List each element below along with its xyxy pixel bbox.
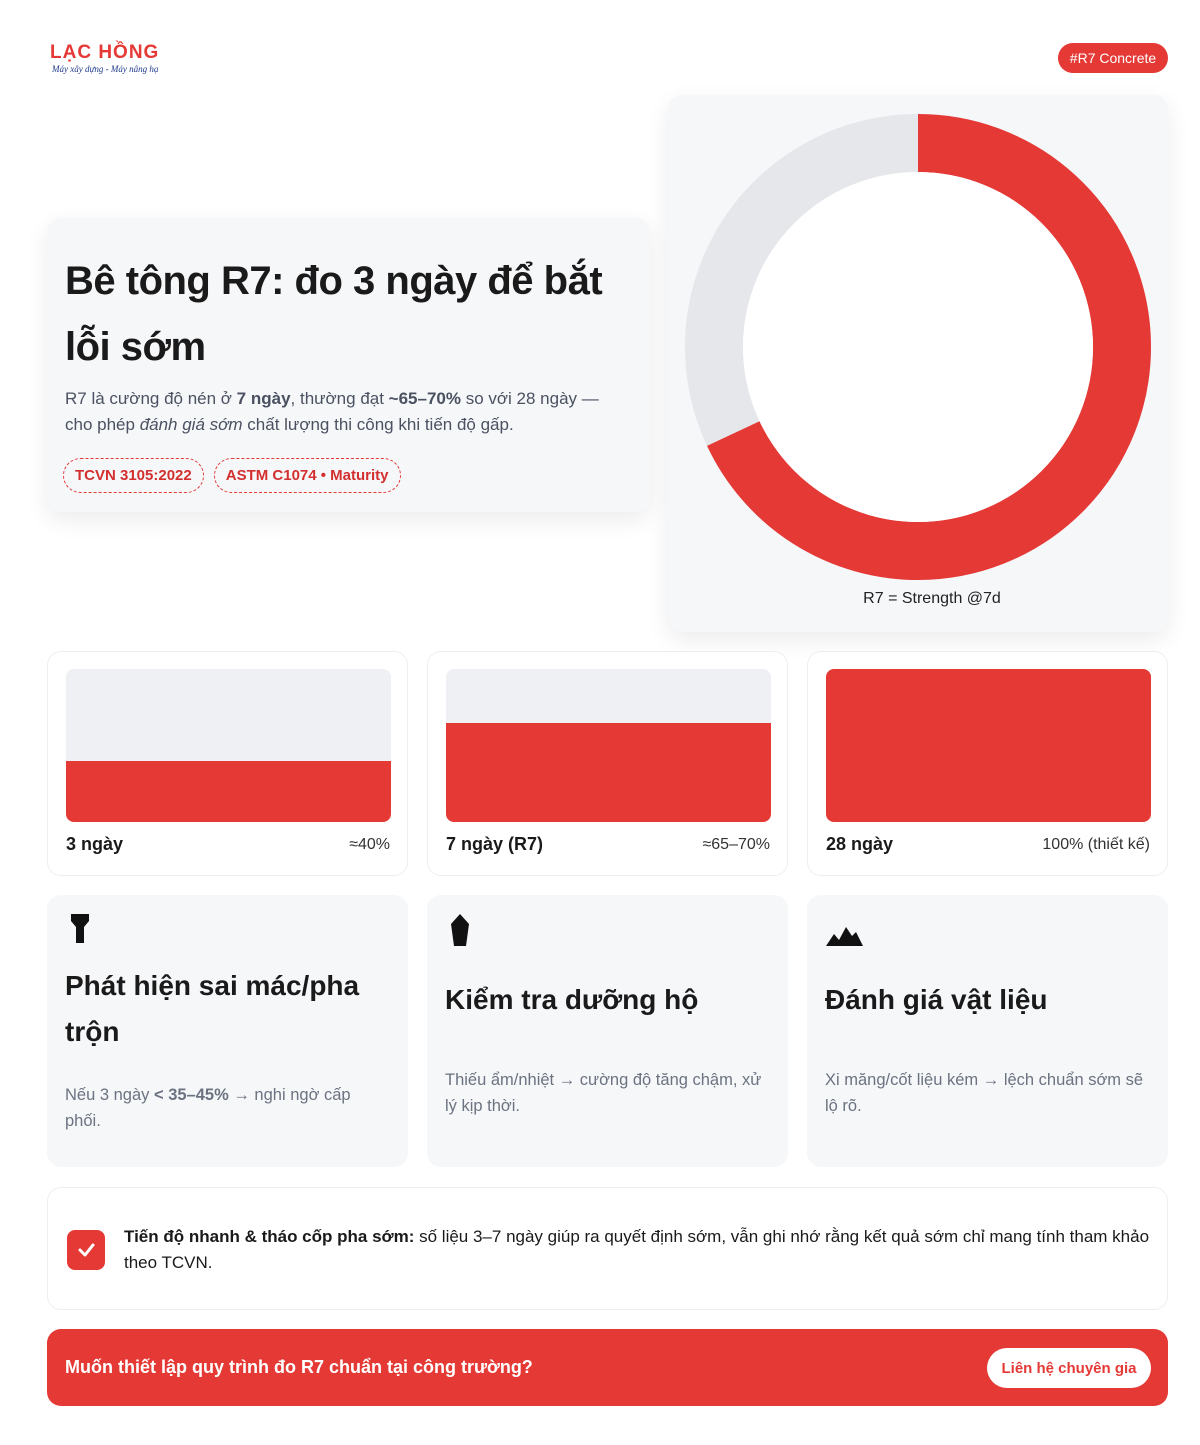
text: R7 là cường độ nén ở: [65, 389, 237, 408]
feature-card: Kiểm tra dưỡng hộ Thiếu ẩm/nhiệt → cường…: [427, 895, 788, 1167]
icon: [451, 914, 469, 946]
bar-value: ≈40%: [349, 836, 390, 853]
bar-value: 100% (thiết kế): [1042, 836, 1150, 853]
donut-hole: [743, 172, 1093, 522]
donut: R7 = Strength @7d: [685, 114, 1151, 607]
hero-description: R7 là cường độ nén ở 7 ngày, thường đạt …: [65, 386, 625, 438]
text: ~65–70%: [388, 389, 461, 408]
text: < 35–45%: [153, 1086, 229, 1104]
note-card: Tiến độ nhanh & tháo cốp pha sớm: số liệ…: [47, 1187, 1168, 1310]
feature-title: Phát hiện sai mác/pha trộn: [65, 970, 360, 1047]
bar-track: [826, 669, 1151, 822]
text: → nghi ngờ cấp phối.: [65, 1086, 351, 1130]
hero-title: Bê tông R7: đo 3 ngày để bắt lỗi sớm: [65, 259, 603, 369]
text: , thường đạt: [290, 389, 389, 408]
feature-title: Đánh giá vật liệu: [825, 984, 1048, 1015]
text: số liệu 3–7 ngày giúp ra quyết định sớm,…: [124, 1227, 1150, 1272]
icon: [71, 914, 89, 943]
bar-track: [66, 669, 391, 822]
bar-label: 7 ngày (R7): [446, 834, 544, 854]
text: so với 28 ngày — cho phép: [65, 389, 599, 434]
bar-label: 3 ngày: [66, 834, 124, 854]
bar-value: ≈65–70%: [702, 836, 771, 853]
bar-card: 3 ngày ≈40%: [47, 651, 408, 876]
tag: #R7 Concrete: [1058, 43, 1168, 73]
note-lead: Tiến độ nhanh & tháo cốp pha sớm:: [124, 1227, 415, 1246]
feature-description: Nếu 3 ngày < 35–45% → nghi ngờ cấp phối.: [65, 1082, 385, 1134]
cta-banner: Muốn thiết lập quy trình đo R7 chuẩn tại…: [47, 1329, 1168, 1406]
text: Nếu 3 ngày: [65, 1086, 154, 1104]
donut-caption: R7 = Strength @7d: [863, 590, 1001, 607]
bar-label: 28 ngày: [826, 834, 894, 854]
checkbox: [67, 1230, 105, 1270]
bar-track: [446, 669, 771, 822]
badge: ASTM C1074 • Maturity: [213, 458, 401, 493]
bar: [446, 722, 771, 822]
logo-title: LẠC HỒNG: [50, 42, 160, 63]
feature-card: Đánh giá vật liệu Xi măng/cốt liệu kém →…: [807, 895, 1168, 1167]
feature-description: Xi măng/cốt liệu kém → lệch chuẩn sớm sẽ…: [825, 1071, 1144, 1115]
bar-card: 28 ngày 100% (thiết kế): [807, 651, 1168, 876]
bar: [66, 760, 391, 822]
badge: TCVN 3105:2022: [63, 458, 204, 493]
icon: [826, 927, 863, 946]
text: chất lượng thi công khi tiến độ gấp.: [242, 415, 514, 434]
feature-title: Kiểm tra dưỡng hộ: [445, 984, 699, 1015]
text: đánh giá sớm: [139, 415, 243, 434]
bar-card: 7 ngày (R7) ≈65–70%: [427, 651, 788, 876]
feature-description: Thiếu ẩm/nhiệt → cường độ tăng chậm, xử …: [445, 1071, 762, 1115]
text: 7 ngày: [236, 389, 291, 408]
cta-text: Muốn thiết lập quy trình đo R7 chuẩn tại…: [65, 1357, 533, 1377]
donut-arc: [685, 114, 1151, 580]
hero-card: Bê tông R7: đo 3 ngày để bắt lỗi sớm R7 …: [47, 218, 650, 512]
bar: [826, 669, 1151, 822]
donut-card: R7 = Strength @7d: [668, 95, 1168, 632]
logo-subtitle: Máy xây dựng - Máy nâng hạ: [52, 64, 159, 74]
cta-button[interactable]: Liên hệ chuyên gia: [987, 1348, 1151, 1388]
feature-card: Phát hiện sai mác/pha trộn Nếu 3 ngày < …: [47, 895, 408, 1167]
note-text: Tiến độ nhanh & tháo cốp pha sớm: số liệ…: [124, 1224, 1154, 1276]
